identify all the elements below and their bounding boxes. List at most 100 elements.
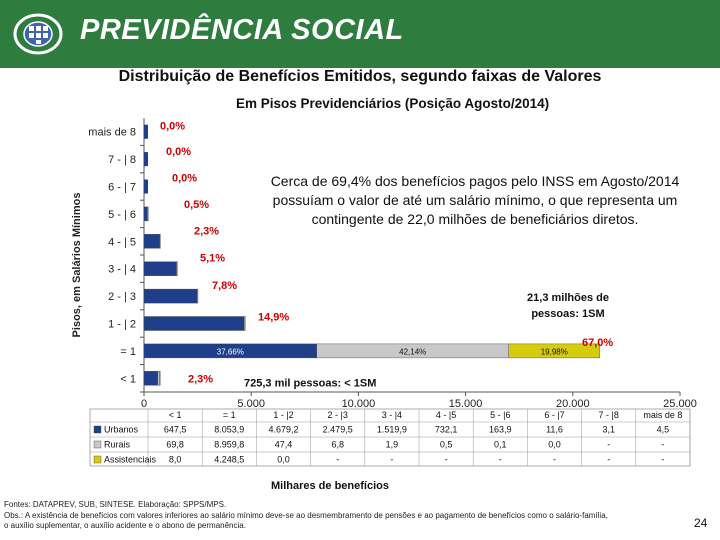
data-table-cell: - <box>553 455 556 465</box>
bar-assistenciais <box>508 343 601 359</box>
page-number: 24 <box>694 516 708 530</box>
data-table-cell: 1,9 <box>386 440 399 450</box>
bar-inner-label: 42,14% <box>399 347 426 356</box>
annotation-1sm-line1: 21,3 milhões de <box>527 292 609 304</box>
legend-swatch-urbanos <box>93 425 102 434</box>
percent-label: 5,1% <box>200 253 225 265</box>
category-label: 2 - | 3 <box>108 291 136 303</box>
data-table-header: 4 - |5 <box>436 410 456 420</box>
data-table-header: 7 - |8 <box>599 410 619 420</box>
category-label: 1 - | 2 <box>108 319 136 331</box>
data-table-cell: 2.479,5 <box>323 425 353 435</box>
data-table-cell: 4.248,5 <box>214 455 244 465</box>
category-label: 3 - | 4 <box>108 264 136 276</box>
data-table-cell: 8.959,8 <box>214 440 244 450</box>
footnote-obs: Obs.: A existência de benefícios com val… <box>4 510 608 520</box>
data-table-cell: - <box>336 455 339 465</box>
data-table-cell: 4,5 <box>657 425 670 435</box>
data-table-cell: 0,0 <box>277 455 290 465</box>
bar-rurais <box>147 206 149 222</box>
data-table-cell: 0,1 <box>494 440 507 450</box>
bar-urbanos <box>143 288 198 304</box>
bar-assistenciais <box>159 371 161 386</box>
footnote: Fontes: DATAPREV, SUB, SINTESE. Elaboraç… <box>4 500 694 532</box>
header-bar: PREVIDÊNCIA SOCIAL <box>0 0 720 68</box>
legend-swatch-assistenciais <box>93 455 102 464</box>
data-table-cell: 3,1 <box>602 425 615 435</box>
data-table-cell: - <box>607 455 610 465</box>
legend-swatch-rurais <box>93 440 102 449</box>
percent-label: 2,3% <box>188 373 213 385</box>
legend-label-assistenciais: Assistenciais <box>104 455 157 465</box>
bar-rurais <box>176 261 178 276</box>
percent-label: 14,9% <box>258 312 289 324</box>
category-label: = 1 <box>120 346 136 358</box>
bar-urbanos-stub <box>144 179 148 194</box>
data-table-header: 5 - |6 <box>490 410 510 420</box>
bar-urbanos-stub <box>144 124 148 139</box>
category-label: 5 - | 6 <box>108 209 136 221</box>
bar-rurais <box>159 234 161 249</box>
data-table-cell: 8.053,9 <box>214 425 244 435</box>
bar-urbanos-stub <box>144 152 148 167</box>
bar-urbanos <box>143 261 177 276</box>
benefits-chart: < 1 = 1 1 - | 2 2 - | 3 3 - | 4 4 - | 5 5 - | … <box>71 118 697 492</box>
percent-label: 0,0% <box>166 146 191 158</box>
x-axis-label: Milhares de benefícios <box>271 480 389 492</box>
x-tick-label: 5.000 <box>237 398 265 410</box>
data-table-header: 2 - |3 <box>328 410 348 420</box>
footnote-sources: Fontes: DATAPREV, SUB, SINTESE. Elaboraç… <box>4 500 227 509</box>
category-label: < 1 <box>120 373 136 385</box>
y-axis-label: Pisos, em Salários Mínimos <box>71 193 83 338</box>
x-tick-label: 10.000 <box>342 398 376 410</box>
bar-urbanos <box>143 234 160 249</box>
data-table-cell: 8,0 <box>169 455 182 465</box>
data-table-header: 6 - |7 <box>544 410 564 420</box>
chart-subtitle: Em Pisos Previdenciários (Posição Agosto… <box>236 96 550 111</box>
data-table-header: = 1 <box>223 410 236 420</box>
x-tick-label: 25.000 <box>663 398 697 410</box>
data-table-cell: 6,8 <box>331 440 344 450</box>
category-label: 6 - | 7 <box>108 182 136 194</box>
percent-label: 2,3% <box>194 225 219 237</box>
bar-inner-label: 37,66% <box>217 347 244 356</box>
data-table-header: 1 - |2 <box>273 410 293 420</box>
data-table-cell: 4.679,2 <box>268 425 298 435</box>
data-table-header: mais de 8 <box>643 410 682 420</box>
bar-urbanos <box>143 206 148 222</box>
legend-label-rurais: Rurais <box>104 440 131 450</box>
bar-rurais <box>196 288 199 304</box>
annotation-1sm-line2: pessoas: 1SM <box>531 308 604 320</box>
bar-urbanos <box>143 316 245 331</box>
callout-text: Cerca de 69,4% dos benefícios pagos pelo… <box>270 173 680 227</box>
data-table-header: < 1 <box>169 410 182 420</box>
percent-label: 67,0% <box>582 337 613 349</box>
category-label: 4 - | 5 <box>108 236 136 248</box>
data-table-header: 3 - |4 <box>382 410 402 420</box>
data-table-cell: 163,9 <box>489 425 512 435</box>
percent-label: 0,0% <box>172 173 197 185</box>
data-table-cell: - <box>661 455 664 465</box>
legend-label-urbanos: Urbanos <box>104 425 139 435</box>
x-tick-label: 15.000 <box>449 398 483 410</box>
x-tick-label: 20.000 <box>556 398 590 410</box>
category-label: 7 - | 8 <box>108 154 136 166</box>
bar-urbanos <box>143 371 159 386</box>
x-tick-label: 0 <box>141 398 147 410</box>
percent-label: 0,0% <box>160 121 185 133</box>
data-table-cell: - <box>607 440 610 450</box>
data-table-cell: - <box>445 455 448 465</box>
data-table-cell: 732,1 <box>435 425 458 435</box>
data-table-cell: 0,0 <box>548 440 561 450</box>
annotation-below-1sm: 725,3 mil pessoas: < 1SM <box>244 377 376 389</box>
data-table-cell: 647,5 <box>164 425 187 435</box>
data-table-cell: 0,5 <box>440 440 453 450</box>
data-table-cell: 1.519,9 <box>377 425 407 435</box>
data-table-cell: - <box>499 455 502 465</box>
footnote-obs-cont: o auxílio suplementar, o auxílio acident… <box>4 521 246 530</box>
category-label: mais de 8 <box>88 127 136 139</box>
data-table-cell: 11,6 <box>546 425 563 435</box>
bar-rurais <box>157 371 160 386</box>
bar-rurais <box>244 316 246 331</box>
bar-inner-label: 19,98% <box>541 347 568 356</box>
